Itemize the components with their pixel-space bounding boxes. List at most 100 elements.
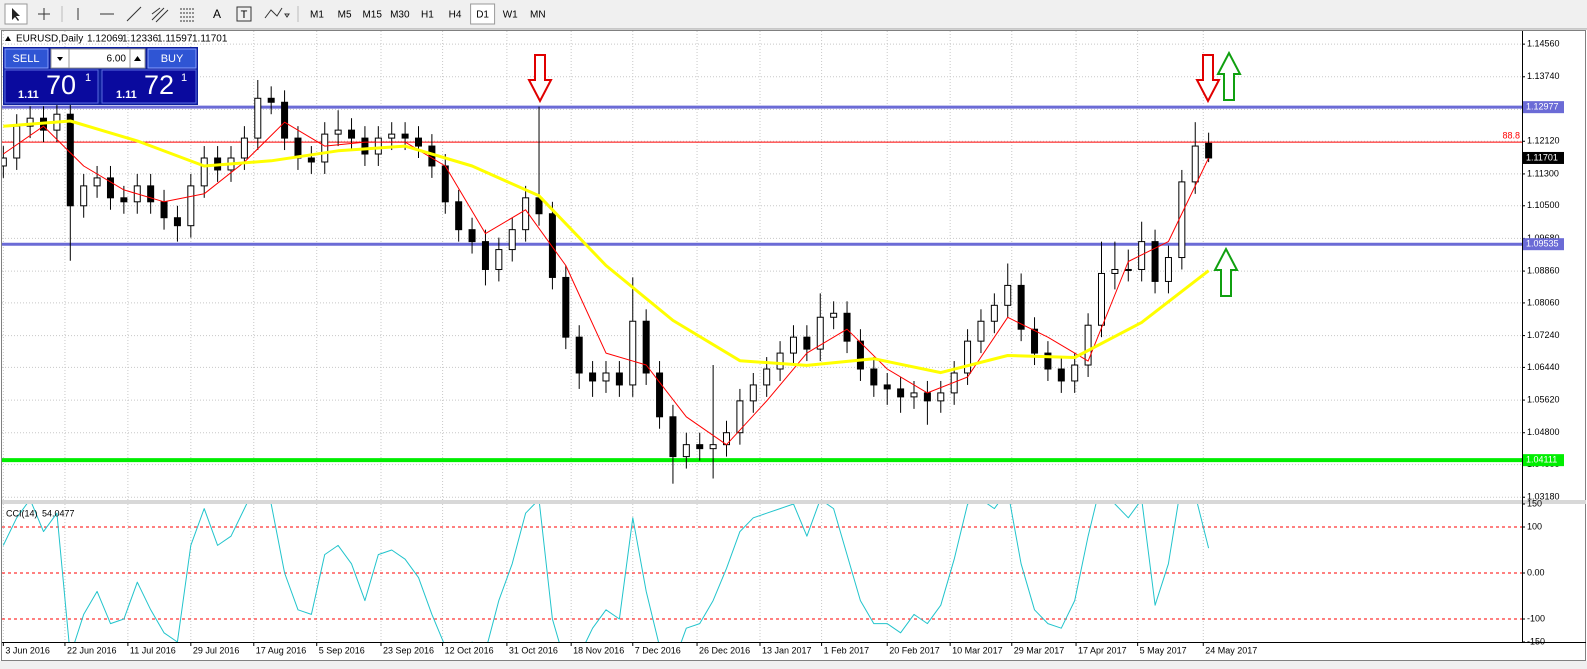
candle-body — [682, 444, 690, 458]
candle-body — [1004, 284, 1012, 306]
candle-body — [93, 177, 101, 187]
timeframe-button[interactable]: M30 — [390, 10, 410, 21]
price-plot — [2, 79, 1522, 484]
timeframe-button[interactable]: W1 — [503, 10, 518, 21]
bid-big: 1.11 — [18, 89, 39, 101]
level-price: 1.12977 — [1526, 102, 1559, 112]
candle-body — [789, 336, 797, 354]
candle-body — [147, 185, 155, 203]
last-price-box — [1523, 151, 1564, 164]
candle-body — [615, 372, 623, 386]
lot-up-icon — [134, 56, 141, 61]
level-price-box — [1523, 238, 1564, 251]
y-tick-label: 1.08860 — [1527, 265, 1560, 275]
candle-body — [160, 201, 168, 219]
candle-body — [321, 133, 329, 163]
channel-button[interactable] — [151, 7, 169, 23]
y-tick-label: 0.00 — [1527, 567, 1545, 577]
candle-body — [1044, 352, 1052, 370]
label-tool-icon: T — [241, 9, 248, 21]
status-strip — [0, 661, 1587, 669]
grid — [2, 31, 1522, 642]
up-arrow — [1213, 246, 1239, 297]
bid-box[interactable] — [4, 69, 99, 104]
y-tick-label: 1.04800 — [1527, 427, 1560, 437]
candle-body — [763, 368, 771, 386]
level-price-box — [1523, 454, 1564, 467]
candle-body — [923, 392, 931, 402]
candle-body — [1031, 328, 1039, 354]
candle-body — [1017, 284, 1025, 330]
candle-body — [26, 117, 34, 127]
x-tick-label: 5 Sep 2016 — [319, 645, 365, 655]
y-tick-label: 150 — [1527, 498, 1542, 508]
candle-body — [589, 372, 597, 382]
candle-body — [830, 312, 838, 318]
ask-box[interactable] — [101, 69, 197, 104]
candle-body — [522, 197, 530, 231]
candle-body — [240, 137, 248, 159]
timeframe-button[interactable]: M15 — [362, 10, 382, 21]
y-tick-label: 1.03180 — [1527, 492, 1560, 502]
y-tick-label: 1.06440 — [1527, 362, 1560, 372]
toolbar-icons: A T M1 M5 M15 M30 H1 H4 D1 W1 MN — [4, 3, 546, 25]
header-low: 1.11597 — [157, 34, 193, 45]
toolbar — [0, 0, 1587, 29]
indicator-value: 54.0477 — [42, 508, 75, 518]
candle-body — [508, 229, 516, 251]
candle-body — [414, 137, 422, 147]
last-price: 1.11701 — [1526, 152, 1558, 162]
y-tick-label: 1.11300 — [1527, 168, 1559, 178]
sell-button[interactable] — [4, 48, 49, 69]
timeframe-button[interactable]: M5 — [338, 10, 352, 21]
candle-body — [656, 372, 664, 418]
candle-body — [883, 384, 891, 390]
x-tick-label: 31 Oct 2016 — [509, 645, 558, 655]
x-tick-label: 17 Aug 2016 — [256, 645, 307, 655]
candle-body — [361, 137, 369, 155]
timeframe-button[interactable]: M1 — [310, 10, 324, 21]
label-button[interactable] — [236, 6, 252, 22]
text-tool-icon[interactable]: A — [213, 7, 221, 21]
y-tick-label: -100 — [1527, 613, 1545, 623]
timeframe-button[interactable]: MN — [530, 10, 546, 21]
candle-body — [307, 157, 315, 163]
timeframe-button[interactable]: D1 — [476, 10, 489, 21]
header-toggle[interactable] — [5, 36, 11, 41]
ask-point: 1 — [181, 72, 187, 84]
y-tick-label: 1.08060 — [1527, 297, 1560, 307]
y-tick-label: 1.12120 — [1527, 136, 1560, 146]
fibo-button[interactable] — [180, 8, 194, 22]
arrows-button[interactable] — [264, 7, 290, 19]
candle-body — [1178, 181, 1186, 259]
candle-body — [106, 177, 114, 199]
candle-body — [348, 129, 356, 139]
candle-body — [173, 217, 181, 227]
candle-body — [13, 125, 21, 159]
candle-body — [696, 444, 704, 450]
sell-label: SELL — [13, 53, 40, 65]
trendline-button[interactable] — [126, 6, 142, 22]
candle-body — [200, 157, 208, 187]
header-close: 1.11701 — [192, 34, 228, 45]
lot-down-icon — [57, 57, 63, 61]
active-timeframe — [470, 3, 496, 25]
candle-body — [535, 197, 543, 215]
candle-body — [709, 444, 717, 450]
candle-body — [1057, 368, 1065, 382]
x-tick-label: 22 Jun 2016 — [67, 645, 117, 655]
crosshair-button[interactable] — [38, 8, 50, 20]
timeframe-button[interactable]: H4 — [449, 10, 462, 21]
y-tick-label: 1.09680 — [1527, 233, 1560, 243]
ask-pips: 72 — [144, 70, 174, 100]
buy-button[interactable] — [147, 48, 197, 69]
candle-body — [856, 340, 864, 370]
candle-body — [1164, 257, 1172, 282]
axes: 1.145601.137401.129201.121201.113001.105… — [2, 39, 1564, 655]
level-price-box — [1523, 101, 1564, 114]
timeframe-button[interactable]: H1 — [421, 10, 434, 21]
indicator-title: CCI(14) — [6, 508, 38, 518]
indicator-line — [3, 121, 1210, 446]
candle-body — [736, 400, 744, 434]
